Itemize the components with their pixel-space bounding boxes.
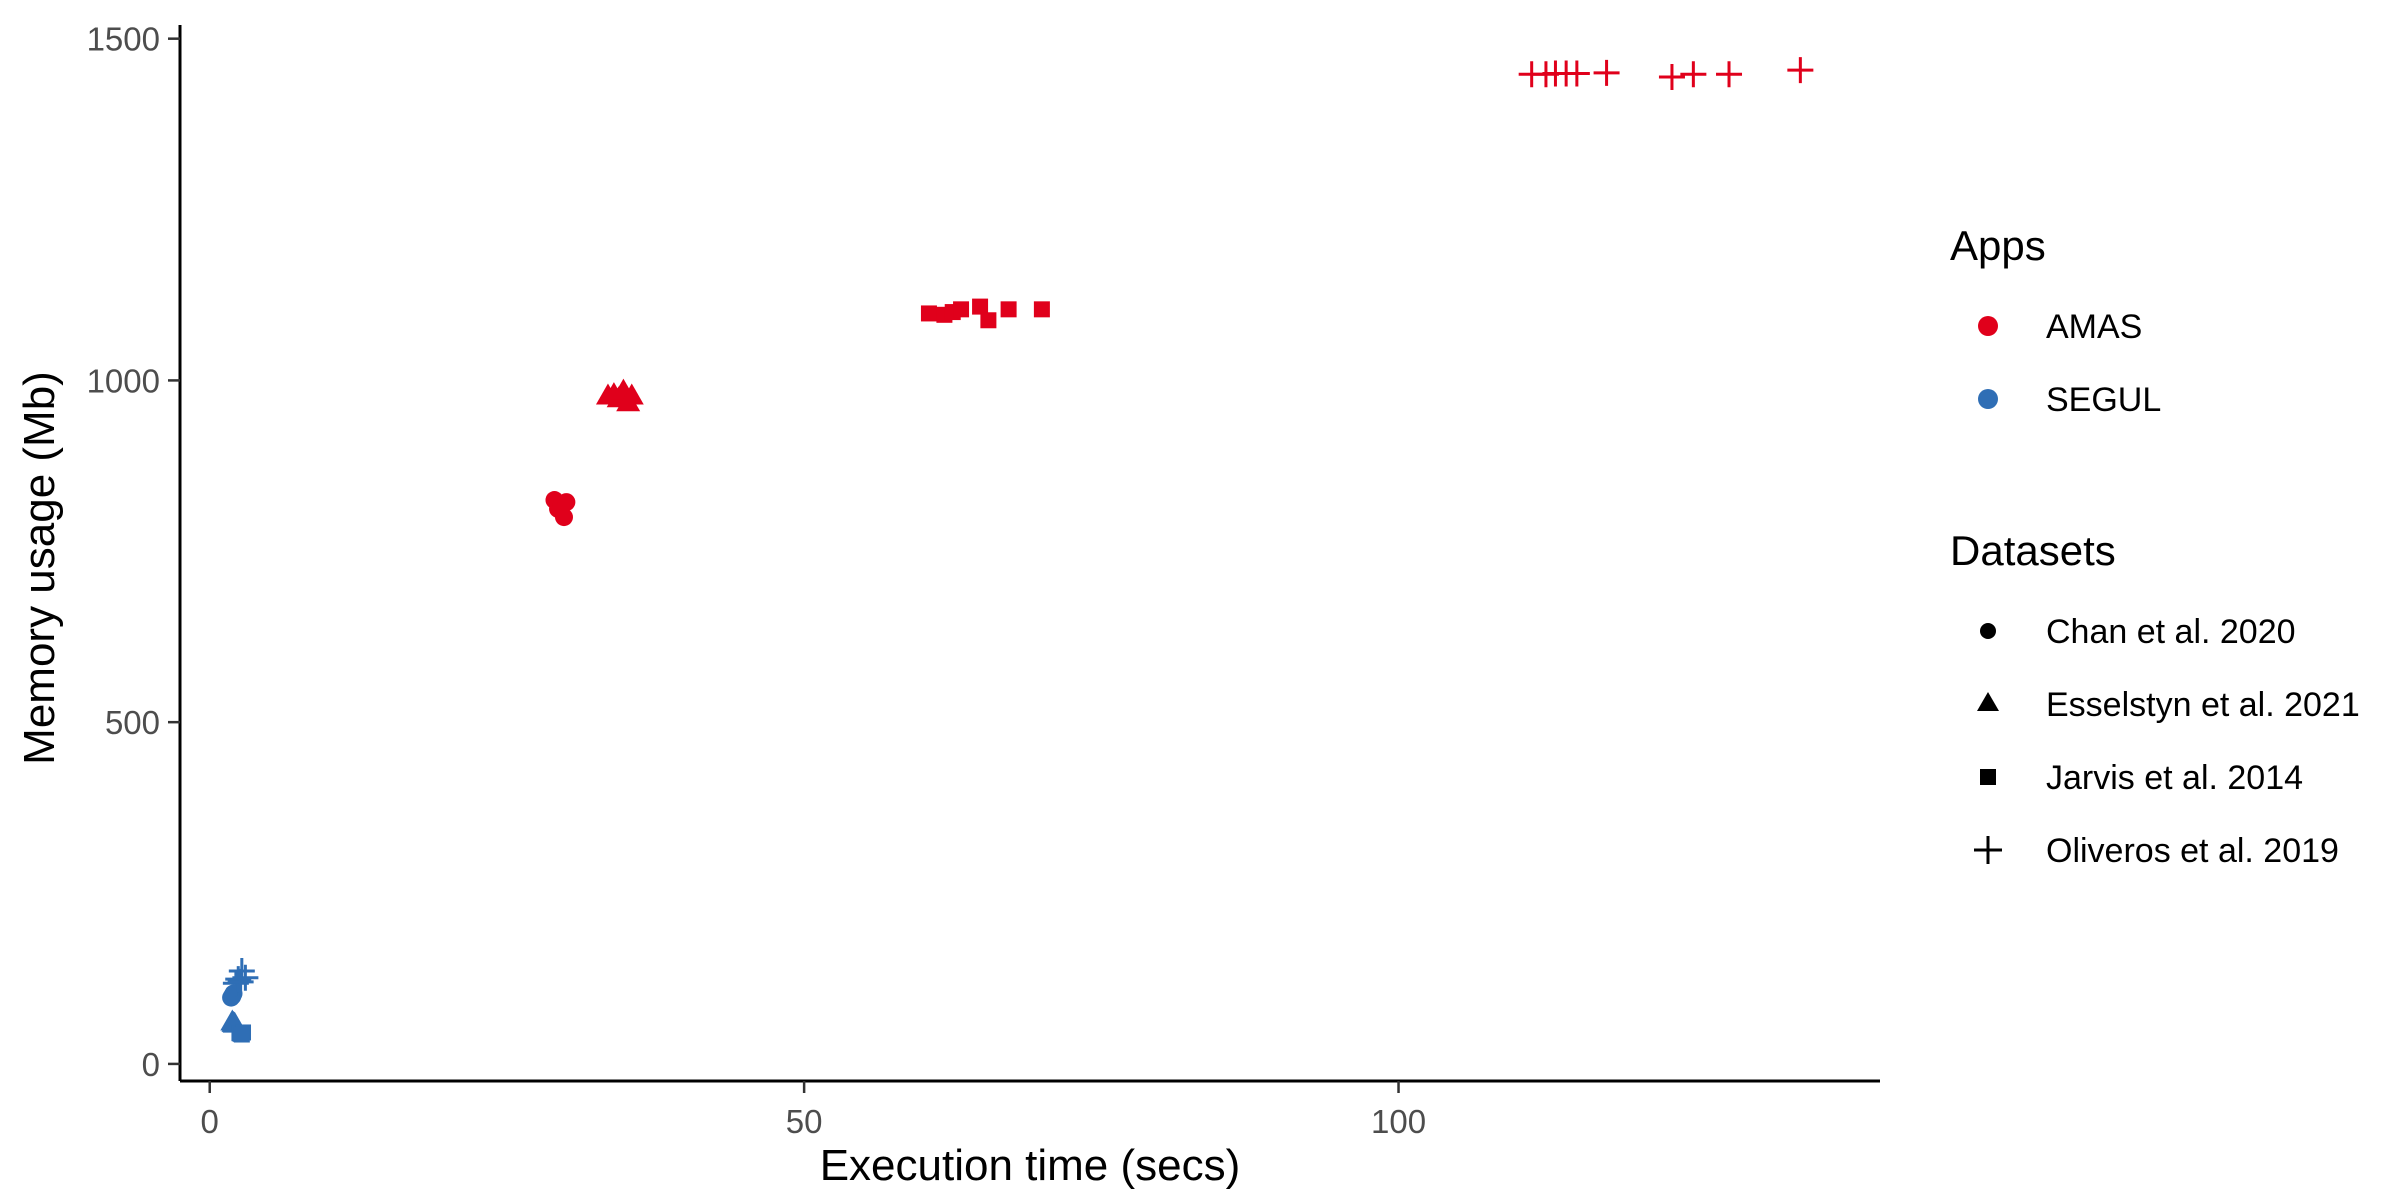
data-point-amas-square: [920, 305, 937, 322]
data-point-amas-plus: [1593, 59, 1620, 86]
legend-square-icon: [1980, 769, 1996, 785]
x-axis-title: Execution time (secs): [820, 1141, 1241, 1190]
data-point-segul-plus: [228, 957, 255, 984]
legend-item-amas: AMAS: [1978, 308, 2142, 346]
data-point-amas-square: [1033, 301, 1050, 318]
data-point-amas-circle: [554, 508, 573, 527]
y-axis-title: Memory usage (Mb): [15, 371, 64, 765]
legend-jarvis-label: Jarvis et al. 2014: [2046, 759, 2303, 797]
y-tick-label: 1500: [87, 21, 160, 58]
legend-item-esselstyn: Esselstyn et al. 2021: [1977, 686, 2360, 724]
legend-oliveros-label: Oliveros et al. 2019: [2046, 832, 2339, 870]
data-point-amas-plus: [1787, 57, 1814, 84]
legend-plus-icon: [1974, 836, 2002, 864]
data-point-amas-circle: [557, 493, 576, 512]
y-tick-label: 500: [105, 704, 160, 741]
data-point-amas-plus: [1680, 61, 1707, 88]
legend-amas-label: AMAS: [2046, 308, 2142, 346]
x-tick-label: 0: [201, 1103, 219, 1140]
legend-apps: Apps AMAS SEGUL: [1950, 222, 2161, 419]
data-point-segul-plus: [232, 964, 259, 991]
data-point-segul-square: [233, 1026, 250, 1043]
y-tick-label: 0: [142, 1046, 160, 1083]
legend-chan-label: Chan et al. 2020: [2046, 613, 2296, 651]
legend-segul-dot: [1978, 389, 1998, 409]
legend-triangle-icon: [1977, 692, 1999, 711]
data-point-amas-square: [980, 312, 997, 329]
data-point-amas-triangle: [619, 383, 644, 405]
y-tick-label: 1000: [87, 362, 160, 399]
legend-item-oliveros: Oliveros et al. 2019: [1974, 832, 2339, 870]
x-tick-label: 100: [1371, 1103, 1426, 1140]
legend-segul-label: SEGUL: [2046, 381, 2161, 419]
legend-apps-title: Apps: [1950, 222, 2046, 269]
legend-circle-icon: [1980, 623, 1996, 639]
legend-datasets-title: Datasets: [1950, 527, 2116, 574]
data-point-amas-square: [972, 298, 989, 315]
legend-item-chan: Chan et al. 2020: [1980, 613, 2296, 651]
legend-item-jarvis: Jarvis et al. 2014: [1980, 759, 2303, 797]
data-point-amas-plus: [1716, 61, 1743, 88]
x-tick-label: 50: [786, 1103, 823, 1140]
legend-esselstyn-label: Esselstyn et al. 2021: [2046, 686, 2360, 724]
axes: [178, 25, 1880, 1083]
legend-datasets: Datasets Chan et al. 2020 Esselstyn et a…: [1950, 527, 2360, 870]
data-point-amas-square: [1000, 301, 1017, 318]
legend-amas-dot: [1978, 316, 1998, 336]
data-point-amas-square: [953, 301, 970, 318]
data-points: [220, 57, 1814, 1043]
data-point-amas-plus: [1658, 63, 1685, 90]
data-point-amas-plus: [1563, 60, 1590, 87]
legend-item-segul: SEGUL: [1978, 381, 2161, 419]
